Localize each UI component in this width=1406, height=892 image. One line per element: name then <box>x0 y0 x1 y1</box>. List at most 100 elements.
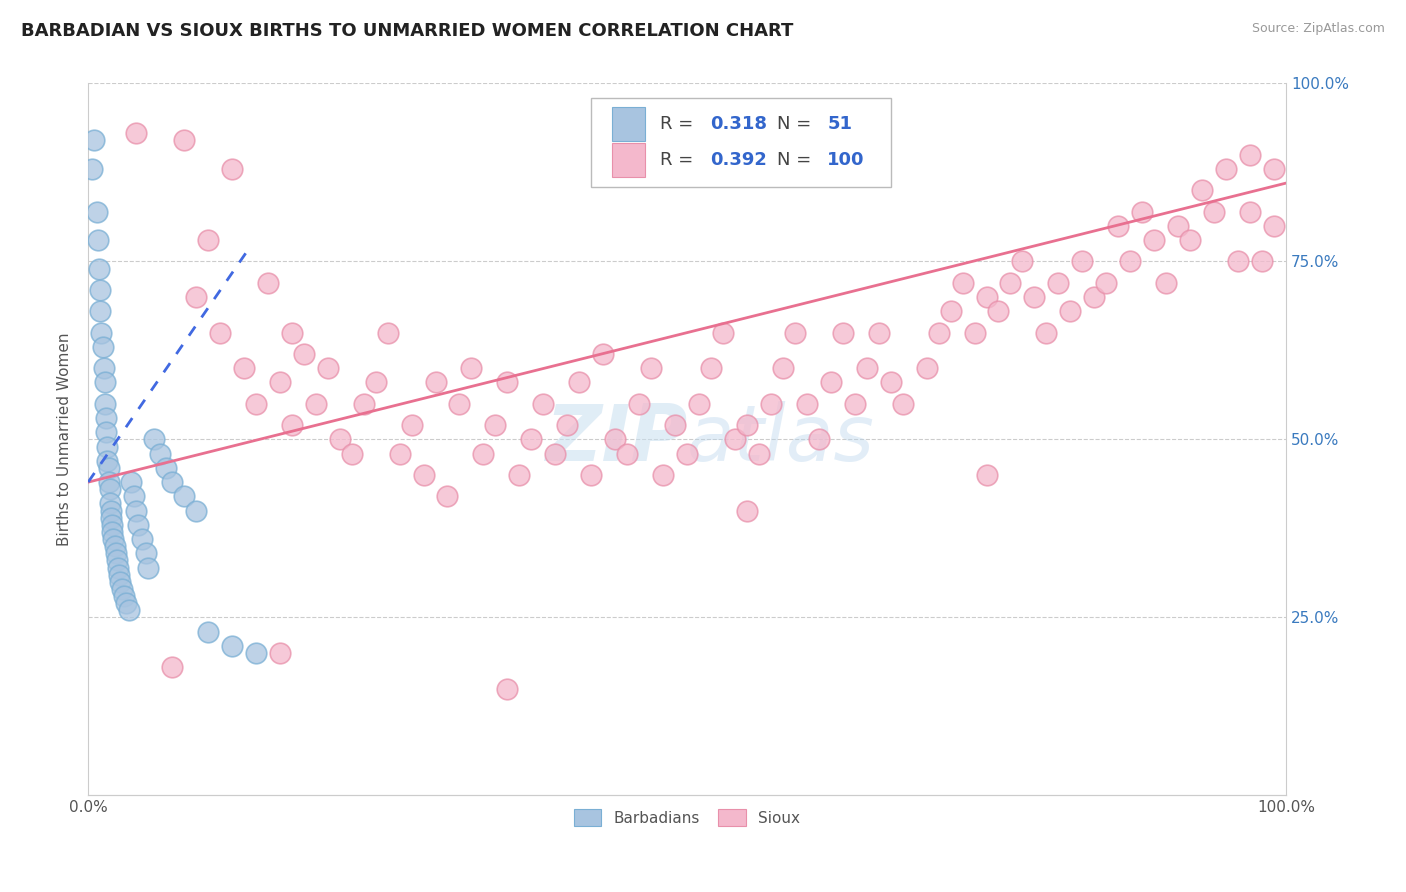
Point <box>820 376 842 390</box>
Point <box>605 433 627 447</box>
Point <box>831 326 853 340</box>
Point <box>93 361 115 376</box>
Point <box>118 603 141 617</box>
Point <box>87 261 110 276</box>
Point <box>1263 161 1285 176</box>
Point <box>80 161 103 176</box>
Point <box>1204 204 1226 219</box>
Point <box>160 475 183 490</box>
Point <box>939 304 962 318</box>
Point <box>640 361 662 376</box>
Point <box>1178 233 1201 247</box>
Point <box>232 361 254 376</box>
Point <box>1095 276 1118 290</box>
Point <box>184 503 207 517</box>
Point <box>1107 219 1129 233</box>
FancyBboxPatch shape <box>612 143 645 178</box>
Point <box>104 546 127 560</box>
Point <box>353 397 375 411</box>
Point <box>1011 254 1033 268</box>
Point <box>377 326 399 340</box>
Point <box>98 496 121 510</box>
Point <box>759 397 782 411</box>
Point <box>125 126 148 140</box>
Point <box>135 546 157 560</box>
Point <box>1263 219 1285 233</box>
Point <box>952 276 974 290</box>
Point <box>711 326 734 340</box>
Point <box>125 503 148 517</box>
Point <box>460 361 482 376</box>
Point <box>127 517 149 532</box>
Point <box>748 447 770 461</box>
Text: R =: R = <box>659 151 699 169</box>
Point <box>173 133 195 147</box>
Point <box>364 376 387 390</box>
Point <box>86 204 108 219</box>
Point <box>94 411 117 425</box>
Point <box>100 510 122 524</box>
Point <box>735 503 758 517</box>
Point <box>101 524 124 539</box>
Point <box>581 468 603 483</box>
Point <box>544 447 567 461</box>
Point <box>305 397 328 411</box>
Point <box>987 304 1010 318</box>
Point <box>184 290 207 304</box>
Point <box>1239 147 1261 161</box>
Point <box>97 461 120 475</box>
Point <box>1227 254 1250 268</box>
Point <box>155 461 177 475</box>
Point <box>844 397 866 411</box>
Point <box>329 433 352 447</box>
Point <box>976 468 998 483</box>
Point <box>616 447 638 461</box>
Point <box>1154 276 1177 290</box>
Point <box>87 233 110 247</box>
Point <box>628 397 651 411</box>
Point <box>1000 276 1022 290</box>
Point <box>520 433 543 447</box>
Point <box>700 361 723 376</box>
Legend: Barbadians, Sioux: Barbadians, Sioux <box>567 801 808 834</box>
Point <box>1251 254 1274 268</box>
Text: ZIP: ZIP <box>544 401 688 477</box>
Point <box>879 376 901 390</box>
Text: 0.318: 0.318 <box>710 115 766 133</box>
Point <box>1191 183 1213 197</box>
Point <box>90 326 112 340</box>
Point <box>1143 233 1166 247</box>
Point <box>96 454 118 468</box>
Point <box>412 468 434 483</box>
Point <box>676 447 699 461</box>
Point <box>100 503 122 517</box>
Text: N =: N = <box>778 151 817 169</box>
Point <box>388 447 411 461</box>
Point <box>269 376 291 390</box>
Point <box>724 433 747 447</box>
Point <box>772 361 794 376</box>
Point <box>256 276 278 290</box>
Point <box>108 567 131 582</box>
Point <box>96 440 118 454</box>
Point <box>340 447 363 461</box>
Point <box>855 361 877 376</box>
Text: N =: N = <box>778 115 817 133</box>
Point <box>221 639 243 653</box>
Point <box>472 447 495 461</box>
Point <box>1035 326 1057 340</box>
Point <box>496 376 519 390</box>
Point <box>735 418 758 433</box>
Text: 51: 51 <box>827 115 852 133</box>
Point <box>1083 290 1105 304</box>
Point <box>208 326 231 340</box>
Point <box>149 447 172 461</box>
Point <box>891 397 914 411</box>
FancyBboxPatch shape <box>612 107 645 141</box>
Point <box>796 397 818 411</box>
Point <box>94 425 117 440</box>
Point <box>868 326 890 340</box>
Point <box>449 397 471 411</box>
Point <box>915 361 938 376</box>
Point <box>807 433 830 447</box>
